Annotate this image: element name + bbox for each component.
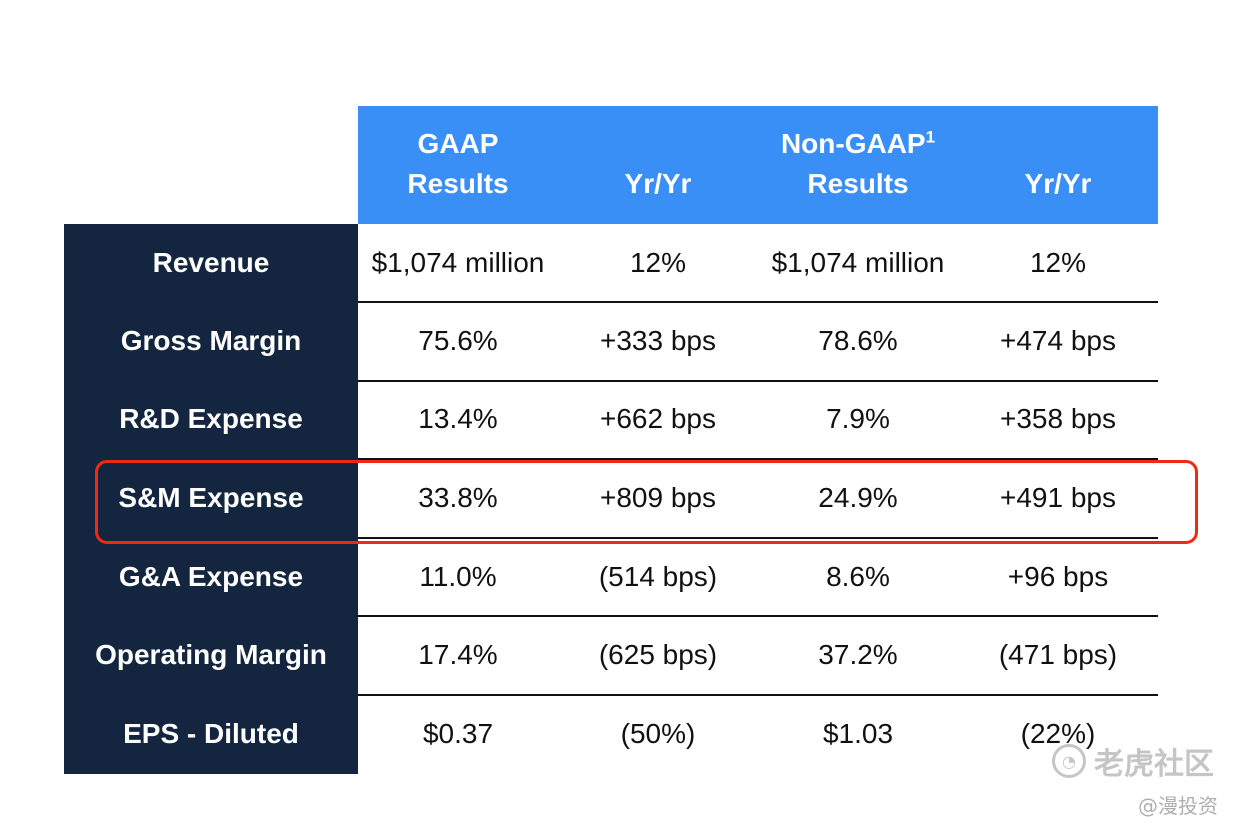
header-gaap-line1: GAAP xyxy=(417,128,499,159)
row-divider xyxy=(358,694,1158,696)
row-label: S&M Expense xyxy=(118,482,304,513)
gaap-yryr-cell: +662 bps xyxy=(600,403,716,434)
row-divider xyxy=(358,615,1158,617)
nongaap-yryr-cell: +96 bps xyxy=(1007,561,1109,592)
header-nongaap-text: Non-GAAP xyxy=(780,128,926,159)
header-yryr-label: Yr/Yr xyxy=(624,168,692,199)
footnote-marker: 1 xyxy=(925,127,936,147)
row-divider xyxy=(358,380,1158,382)
gaap-result-cell: 17.4% xyxy=(418,639,498,670)
watermark: ◔ 老虎社区 xyxy=(1052,740,1214,782)
gaap-yryr-cell: (625 bps) xyxy=(598,639,718,670)
gaap-yryr-cell: +809 bps xyxy=(600,482,716,513)
gaap-result-cell: $1,074 million xyxy=(371,247,545,278)
nongaap-yryr-cell: +474 bps xyxy=(1000,325,1116,356)
table-row: Revenue $1,074 million 12% $1,074 millio… xyxy=(64,224,1158,302)
gaap-yryr-cell: +333 bps xyxy=(600,325,716,356)
nongaap-yryr-cell: (22%) xyxy=(1020,718,1096,749)
header-nongaap-line2: Results xyxy=(807,168,909,199)
nongaap-result-cell: $1.03 xyxy=(822,718,894,749)
header-nongaap-yryr: Yr/Yr xyxy=(958,106,1158,224)
gaap-yryr-cell: 12% xyxy=(629,247,687,278)
highlight-box xyxy=(95,460,1198,544)
table-row: R&D Expense 13.4% +662 bps 7.9% +358 bps xyxy=(64,380,1158,458)
row-label: Revenue xyxy=(152,247,270,278)
nongaap-yryr-cell: (471 bps) xyxy=(998,639,1118,670)
header-gaap-yryr: Yr/Yr xyxy=(558,106,758,224)
nongaap-yryr-cell: 12% xyxy=(1029,247,1087,278)
gaap-result-cell: $0.37 xyxy=(422,718,494,749)
header-gaap-line2: Results xyxy=(407,168,509,199)
row-divider xyxy=(358,301,1158,303)
tiger-logo-icon: ◔ xyxy=(1052,744,1086,778)
nongaap-result-cell: $1,074 million xyxy=(771,247,945,278)
table-row: Gross Margin 75.6% +333 bps 78.6% +474 b… xyxy=(64,302,1158,380)
watermark-author: @漫投资 xyxy=(1138,794,1218,818)
header-nongaap-results: Non-GAAP1 Results xyxy=(758,106,958,224)
nongaap-result-cell: 78.6% xyxy=(818,325,898,356)
gaap-result-cell: 13.4% xyxy=(418,403,498,434)
row-divider xyxy=(358,537,1158,539)
row-label-column xyxy=(64,224,358,774)
row-label: G&A Expense xyxy=(118,561,304,592)
header-band xyxy=(358,106,1158,224)
gaap-result-cell: 11.0% xyxy=(419,561,497,592)
row-label: R&D Expense xyxy=(119,403,303,434)
nongaap-result-cell: 7.9% xyxy=(826,403,890,434)
header-yryr-label: Yr/Yr xyxy=(1024,168,1092,199)
nongaap-yryr-cell: +491 bps xyxy=(1000,482,1116,513)
row-divider xyxy=(358,458,1158,460)
table-row: G&A Expense 11.0% (514 bps) 8.6% +96 bps xyxy=(64,538,1158,616)
nongaap-result-cell: 8.6% xyxy=(826,561,890,592)
row-label: EPS - Diluted xyxy=(123,718,299,749)
row-label: Gross Margin xyxy=(120,325,302,356)
nongaap-yryr-cell: +358 bps xyxy=(1000,403,1116,434)
table-row: Operating Margin 17.4% (625 bps) 37.2% (… xyxy=(64,616,1158,694)
header-gaap-results: GAAP Results xyxy=(358,106,558,224)
gaap-result-cell: 33.8% xyxy=(418,482,498,513)
gaap-yryr-cell: (50%) xyxy=(620,718,696,749)
row-label: Operating Margin xyxy=(95,639,327,670)
watermark-text: 老虎社区 xyxy=(1094,747,1214,782)
gaap-result-cell: 75.6% xyxy=(418,325,498,356)
table-row: EPS - Diluted $0.37 (50%) $1.03 (22%) xyxy=(64,695,1158,773)
header-nongaap-line1: Non-GAAP1 xyxy=(781,124,935,164)
nongaap-result-cell: 37.2% xyxy=(818,639,898,670)
gaap-yryr-cell: (514 bps) xyxy=(598,561,718,592)
table-row: S&M Expense 33.8% +809 bps 24.9% +491 bp… xyxy=(64,459,1158,537)
nongaap-result-cell: 24.9% xyxy=(818,482,898,513)
